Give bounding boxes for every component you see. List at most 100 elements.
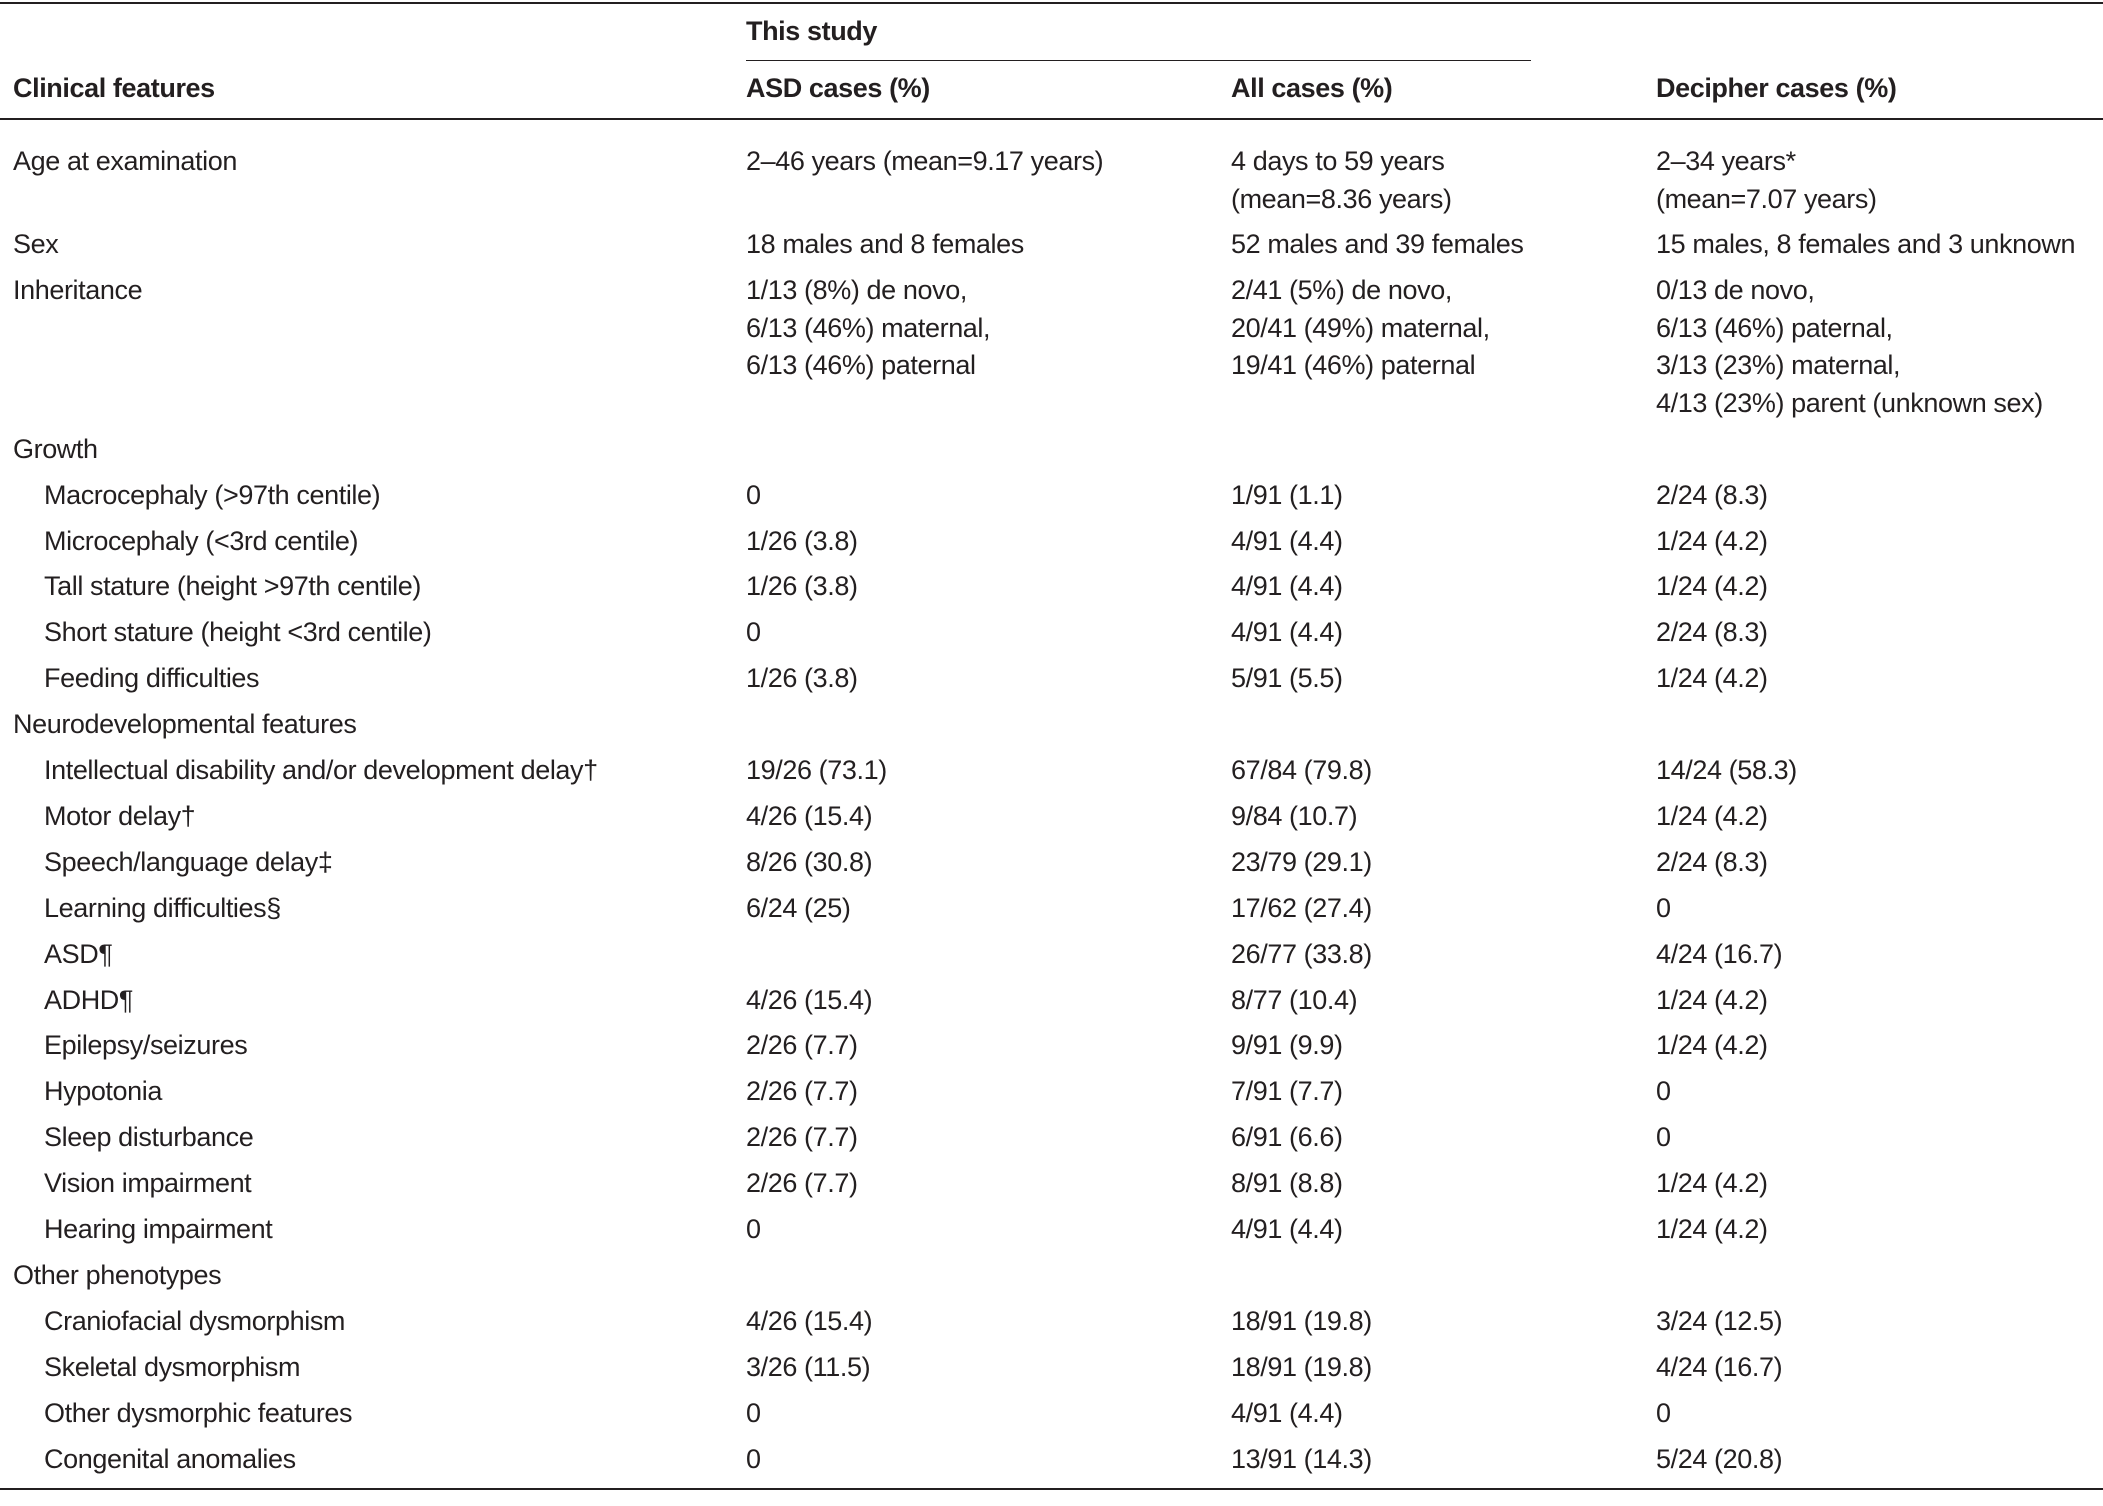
cell-text: 2/26 (7.7) [746,1122,858,1153]
cell-text: 8/77 (10.4) [1231,984,1358,1015]
group-header: This study [746,16,878,46]
cell-text: 0 [1656,1122,1671,1153]
cell-text: 4/91 (4.4) [1231,1397,1343,1428]
column-header: All cases (%) [1231,73,1393,103]
row-label: Hypotonia [44,1076,162,1107]
column-header: Clinical features [13,73,215,103]
cell-text: 0 [746,617,761,648]
cell-text: 2/41 (5%) de novo, [1231,275,1452,306]
cell-text: 2/24 (8.3) [1656,617,1768,648]
row-label: Microcephaly (<3rd centile) [44,525,359,556]
row-label: Motor delay† [44,800,196,831]
cell-text: 2/24 (8.3) [1656,479,1768,510]
cell-text: 4/26 (15.4) [746,984,873,1015]
cell-text: 1/26 (3.8) [746,663,858,694]
row-label: Short stature (height <3rd centile) [44,617,432,648]
cell-text: 0 [746,1397,761,1428]
cell-text: 52 males and 39 females [1231,229,1524,260]
cell-text: 6/91 (6.6) [1231,1122,1343,1153]
row-label: Learning difficulties§ [44,892,281,923]
section-title: Other phenotypes [13,1259,222,1290]
cell-text: 1/24 (4.2) [1656,1168,1768,1199]
cell-text: 2–34 years* [1656,146,1796,176]
cell-text: 1/24 (4.2) [1656,800,1768,831]
row-label: Intellectual disability and/or developme… [44,755,598,785]
row-label: Sex [13,229,59,260]
cell-text: 1/24 (4.2) [1656,663,1768,694]
row-label: Epilepsy/seizures [44,1030,248,1061]
cell-text: 5/24 (20.8) [1656,1443,1783,1474]
column-header: ASD cases (%) [746,73,930,103]
cell-text: 0 [1656,892,1671,923]
row-label: ASD¶ [44,938,113,969]
column-header: Decipher cases (%) [1656,73,1897,103]
cell-text: 0 [746,1214,761,1244]
cell-text: 23/79 (29.1) [1231,846,1372,877]
row-label: Vision impairment [44,1168,252,1199]
cell-text: 19/41 (46%) paternal [1231,350,1476,381]
group-rule [746,60,1531,61]
cell-text: 1/24 (4.2) [1656,1214,1768,1244]
cell-text: 6/13 (46%) maternal, [746,312,991,343]
cell-text: 2/26 (7.7) [746,1030,858,1061]
row-label: Feeding difficulties [44,663,260,694]
cell-text: 0 [1656,1397,1671,1428]
cell-text: 1/26 (3.8) [746,571,858,602]
cell-text: 17/62 (27.4) [1231,892,1372,923]
cell-text: 3/24 (12.5) [1656,1305,1783,1336]
cell-text: 1/24 (4.2) [1656,1030,1768,1061]
cell-text: 4/91 (4.4) [1231,617,1343,648]
cell-text: 4/91 (4.4) [1231,525,1343,556]
cell-text: 0 [1656,1076,1671,1107]
cell-text: 4/91 (4.4) [1231,571,1343,602]
cell-text: 6/24 (25) [746,892,851,923]
cell-text: 1/24 (4.2) [1656,984,1768,1015]
cell-text: 2/24 (8.3) [1656,846,1768,877]
cell-text: 0 [746,1443,761,1474]
cell-text: 6/13 (46%) paternal, [1656,312,1893,343]
cell-text: 9/84 (10.7) [1231,800,1358,831]
cell-text: (mean=7.07 years) [1656,183,1877,214]
cell-text: 4/91 (4.4) [1231,1214,1343,1244]
row-label: Hearing impairment [44,1214,273,1244]
cell-text: 18/91 (19.8) [1231,1305,1372,1336]
cell-text: 6/13 (46%) paternal [746,350,976,381]
row-label: Tall stature (height >97th centile) [44,571,421,602]
cell-text: 4/26 (15.4) [746,1305,873,1336]
cell-text: 2–46 years (mean=9.17 years) [746,146,1104,176]
cell-text: 7/91 (7.7) [1231,1076,1343,1107]
cell-text: 26/77 (33.8) [1231,938,1372,969]
row-label: Macrocephaly (>97th centile) [44,479,381,510]
row-label: Skeletal dysmorphism [44,1351,301,1382]
cell-text: 19/26 (73.1) [746,755,887,785]
cell-text: 3/13 (23%) maternal, [1656,350,1901,381]
cell-text: 2/26 (7.7) [746,1168,858,1199]
cell-text: 14/24 (58.3) [1656,755,1797,785]
header-rule [0,118,2103,120]
cell-text: 0/13 de novo, [1656,275,1815,306]
cell-text: 3/26 (11.5) [746,1351,871,1382]
cell-text: 1/24 (4.2) [1656,571,1768,602]
cell-text: 9/91 (9.9) [1231,1030,1343,1061]
cell-text: 1/91 (1.1) [1231,479,1343,510]
top-rule [0,2,2103,4]
cell-text: 67/84 (79.8) [1231,755,1372,785]
cell-text: 15 males, 8 females and 3 unknown [1656,229,2076,260]
bottom-rule [0,1488,2103,1491]
cell-text: (mean=8.36 years) [1231,183,1452,214]
cell-text: 0 [746,479,761,510]
cell-text: 2/26 (7.7) [746,1076,858,1107]
cell-text: 20/41 (49%) maternal, [1231,312,1490,343]
row-label: Inheritance [13,275,143,306]
row-label: Congenital anomalies [44,1443,296,1474]
cell-text: 4 days to 59 years [1231,146,1445,176]
cell-text: 18/91 (19.8) [1231,1351,1372,1382]
cell-text: 4/24 (16.7) [1656,938,1783,969]
cell-text: 1/13 (8%) de novo, [746,275,967,306]
row-label: Age at examination [13,146,237,176]
cell-text: 1/24 (4.2) [1656,525,1768,556]
cell-text: 8/26 (30.8) [746,846,873,877]
cell-text: 1/26 (3.8) [746,525,858,556]
cell-text: 4/26 (15.4) [746,800,873,831]
